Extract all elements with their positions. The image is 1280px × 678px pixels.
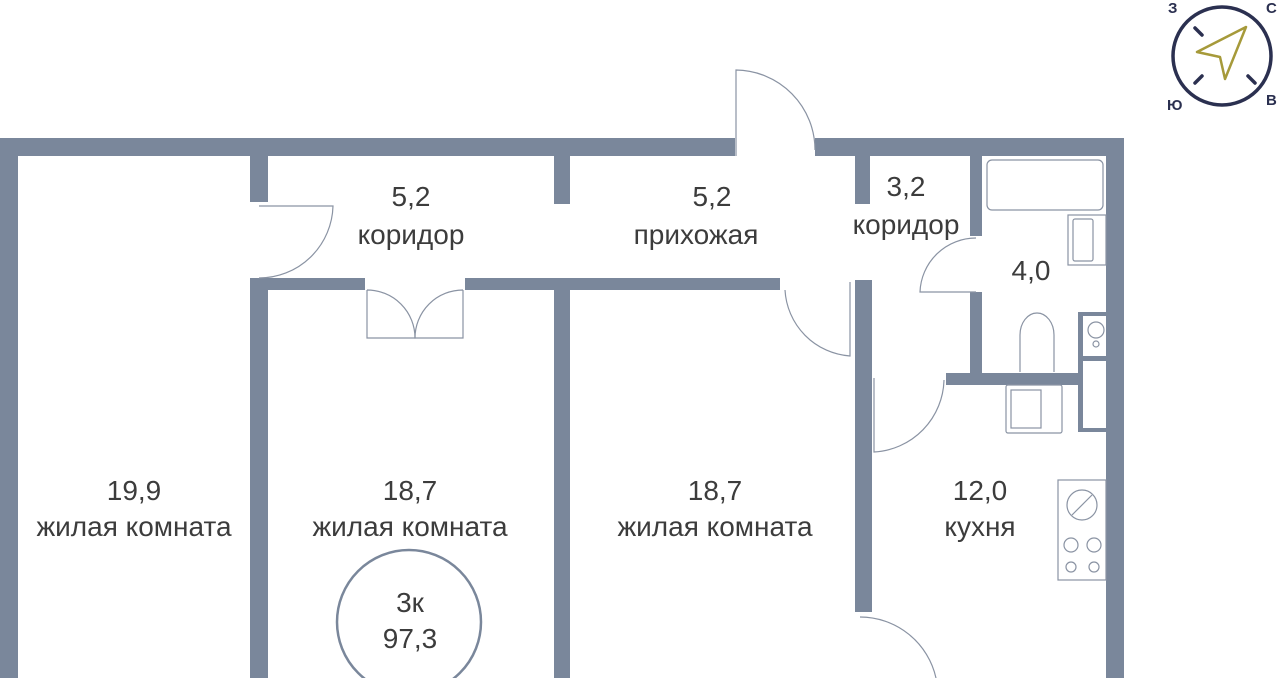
compass-icon: З С Ю В <box>1167 0 1277 114</box>
fixtures <box>986 159 1107 581</box>
room-name: коридор <box>853 209 960 240</box>
rooms-count: 3к <box>396 587 425 618</box>
compass-north: С <box>1266 0 1277 17</box>
total-area: 97,3 <box>383 623 438 654</box>
room-labels: 19,9 жилая комната 5,2 коридор 18,7 жила… <box>36 171 1050 542</box>
room-area: 5,2 <box>693 181 732 212</box>
room-area: 4,0 <box>1012 255 1051 286</box>
room-area: 12,0 <box>953 475 1008 506</box>
kitchen-sink <box>1005 384 1063 434</box>
toilet <box>1019 312 1055 372</box>
room-name: прихожая <box>634 219 759 250</box>
stove <box>1057 479 1107 581</box>
room-area: 19,9 <box>107 475 162 506</box>
room-area: 18,7 <box>688 475 743 506</box>
room-name: кухня <box>944 511 1015 542</box>
washbasin <box>1067 214 1107 266</box>
compass-west: З <box>1168 0 1177 17</box>
compass-south: Ю <box>1167 97 1182 114</box>
doors <box>258 69 977 678</box>
apartment-summary-badge: 3к 97,3 <box>335 548 483 678</box>
compass-east: В <box>1266 92 1277 109</box>
room-name: жилая комната <box>312 511 508 542</box>
room-name: жилая комната <box>617 511 813 542</box>
bathtub <box>986 159 1104 211</box>
walls <box>0 138 1124 678</box>
room-name: жилая комната <box>36 511 232 542</box>
room-area: 5,2 <box>392 181 431 212</box>
room-name: коридор <box>358 219 465 250</box>
room-area: 18,7 <box>383 475 438 506</box>
room-area: 3,2 <box>887 171 926 202</box>
